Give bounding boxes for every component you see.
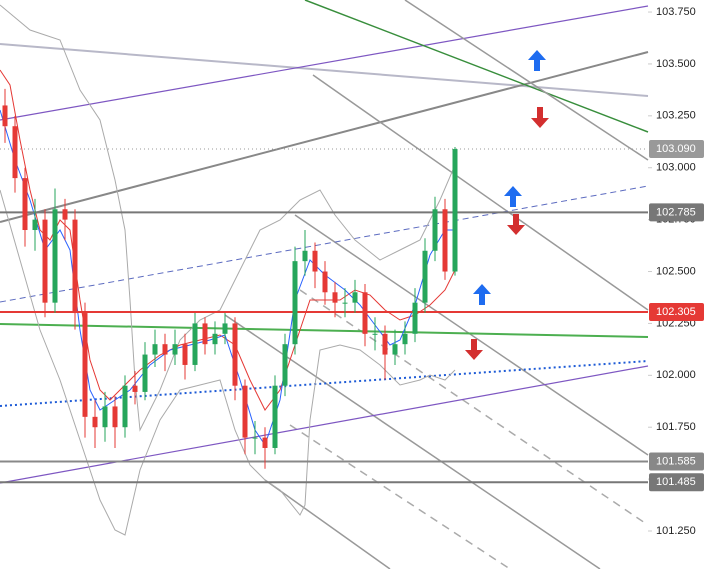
candle-body: [392, 344, 398, 355]
candle-body: [2, 105, 8, 127]
candle-body: [182, 344, 188, 365]
level-label-box: [649, 473, 704, 492]
candle-body: [92, 416, 98, 428]
level-label-box: [649, 140, 704, 159]
level-label: 101.485: [656, 476, 696, 488]
candle-body: [302, 250, 308, 262]
candle-body: [52, 209, 58, 303]
up-arrow: [473, 284, 491, 305]
y-tick-label: 103.750: [656, 6, 696, 18]
candle-body: [442, 209, 448, 272]
candle-body: [12, 126, 18, 179]
candle-body: [312, 250, 318, 272]
candle-body: [162, 344, 168, 355]
y-tick-label: 103.250: [656, 110, 696, 122]
candle-body: [402, 333, 408, 345]
level-label: 102.305: [656, 306, 696, 318]
up-arrow: [528, 50, 546, 71]
trendline: [304, 0, 649, 133]
trendline: [0, 323, 649, 338]
trendline: [0, 5, 649, 121]
candle-body: [202, 323, 208, 345]
candle-body: [102, 406, 108, 428]
y-tick-label: 101.750: [656, 421, 696, 433]
candle-body: [232, 323, 238, 386]
trendline: [0, 360, 649, 407]
channel-line: [289, 424, 511, 569]
down-arrow: [531, 107, 549, 128]
level-label: 102.785: [656, 206, 696, 218]
channel-line: [312, 74, 649, 311]
candle-body: [332, 292, 338, 303]
y-tick-label: 101.250: [656, 525, 696, 537]
y-tick-label: 103.500: [656, 58, 696, 70]
candle-body: [242, 385, 248, 438]
candle-body: [112, 406, 118, 428]
candle-body: [172, 344, 178, 355]
candle-body: [352, 292, 358, 303]
bollinger-upper: [0, 4, 456, 432]
candle-body: [422, 250, 428, 303]
level-label-box: [649, 452, 704, 471]
candle-body: [272, 385, 278, 448]
candle-body: [362, 292, 368, 334]
down-arrow: [465, 339, 483, 360]
trendline: [0, 365, 649, 484]
candle-body: [292, 261, 298, 345]
level-label: 101.585: [656, 455, 696, 467]
level-label-box: [649, 203, 704, 222]
bollinger-lower: [0, 189, 456, 536]
candle-body: [342, 302, 348, 304]
candle-body: [372, 333, 378, 335]
down-arrow: [507, 214, 525, 235]
y-tick-label: 103.000: [656, 162, 696, 174]
candle-body: [322, 271, 328, 293]
up-arrow: [504, 186, 522, 207]
candle-body: [42, 219, 48, 303]
candle-body: [152, 344, 158, 355]
y-tick-label: 102.500: [656, 265, 696, 277]
candle-body: [32, 219, 38, 231]
trendline: [0, 43, 649, 97]
channel-line: [294, 214, 649, 456]
candle-body: [282, 344, 288, 386]
candle-body: [222, 323, 228, 334]
candle-body: [192, 323, 198, 365]
y-tick-label: 102.000: [656, 369, 696, 381]
candle-body: [22, 178, 28, 231]
candle-body: [142, 354, 148, 392]
candle-body: [212, 333, 218, 345]
channel-line: [404, 0, 649, 161]
candle-body: [132, 385, 138, 392]
candle-body: [262, 437, 268, 448]
candle-body: [82, 313, 88, 417]
candle-body: [382, 333, 388, 355]
candle-body: [412, 302, 418, 334]
candle-body: [432, 209, 438, 251]
trendline: [0, 51, 649, 223]
channel-line: [264, 479, 391, 569]
candle-body: [252, 437, 258, 439]
candle-body: [72, 219, 78, 314]
candle-body: [452, 149, 458, 272]
candle-body: [62, 209, 68, 220]
candle-body: [122, 385, 128, 428]
level-label-box: [649, 303, 704, 322]
level-label: 103.090: [656, 143, 696, 155]
